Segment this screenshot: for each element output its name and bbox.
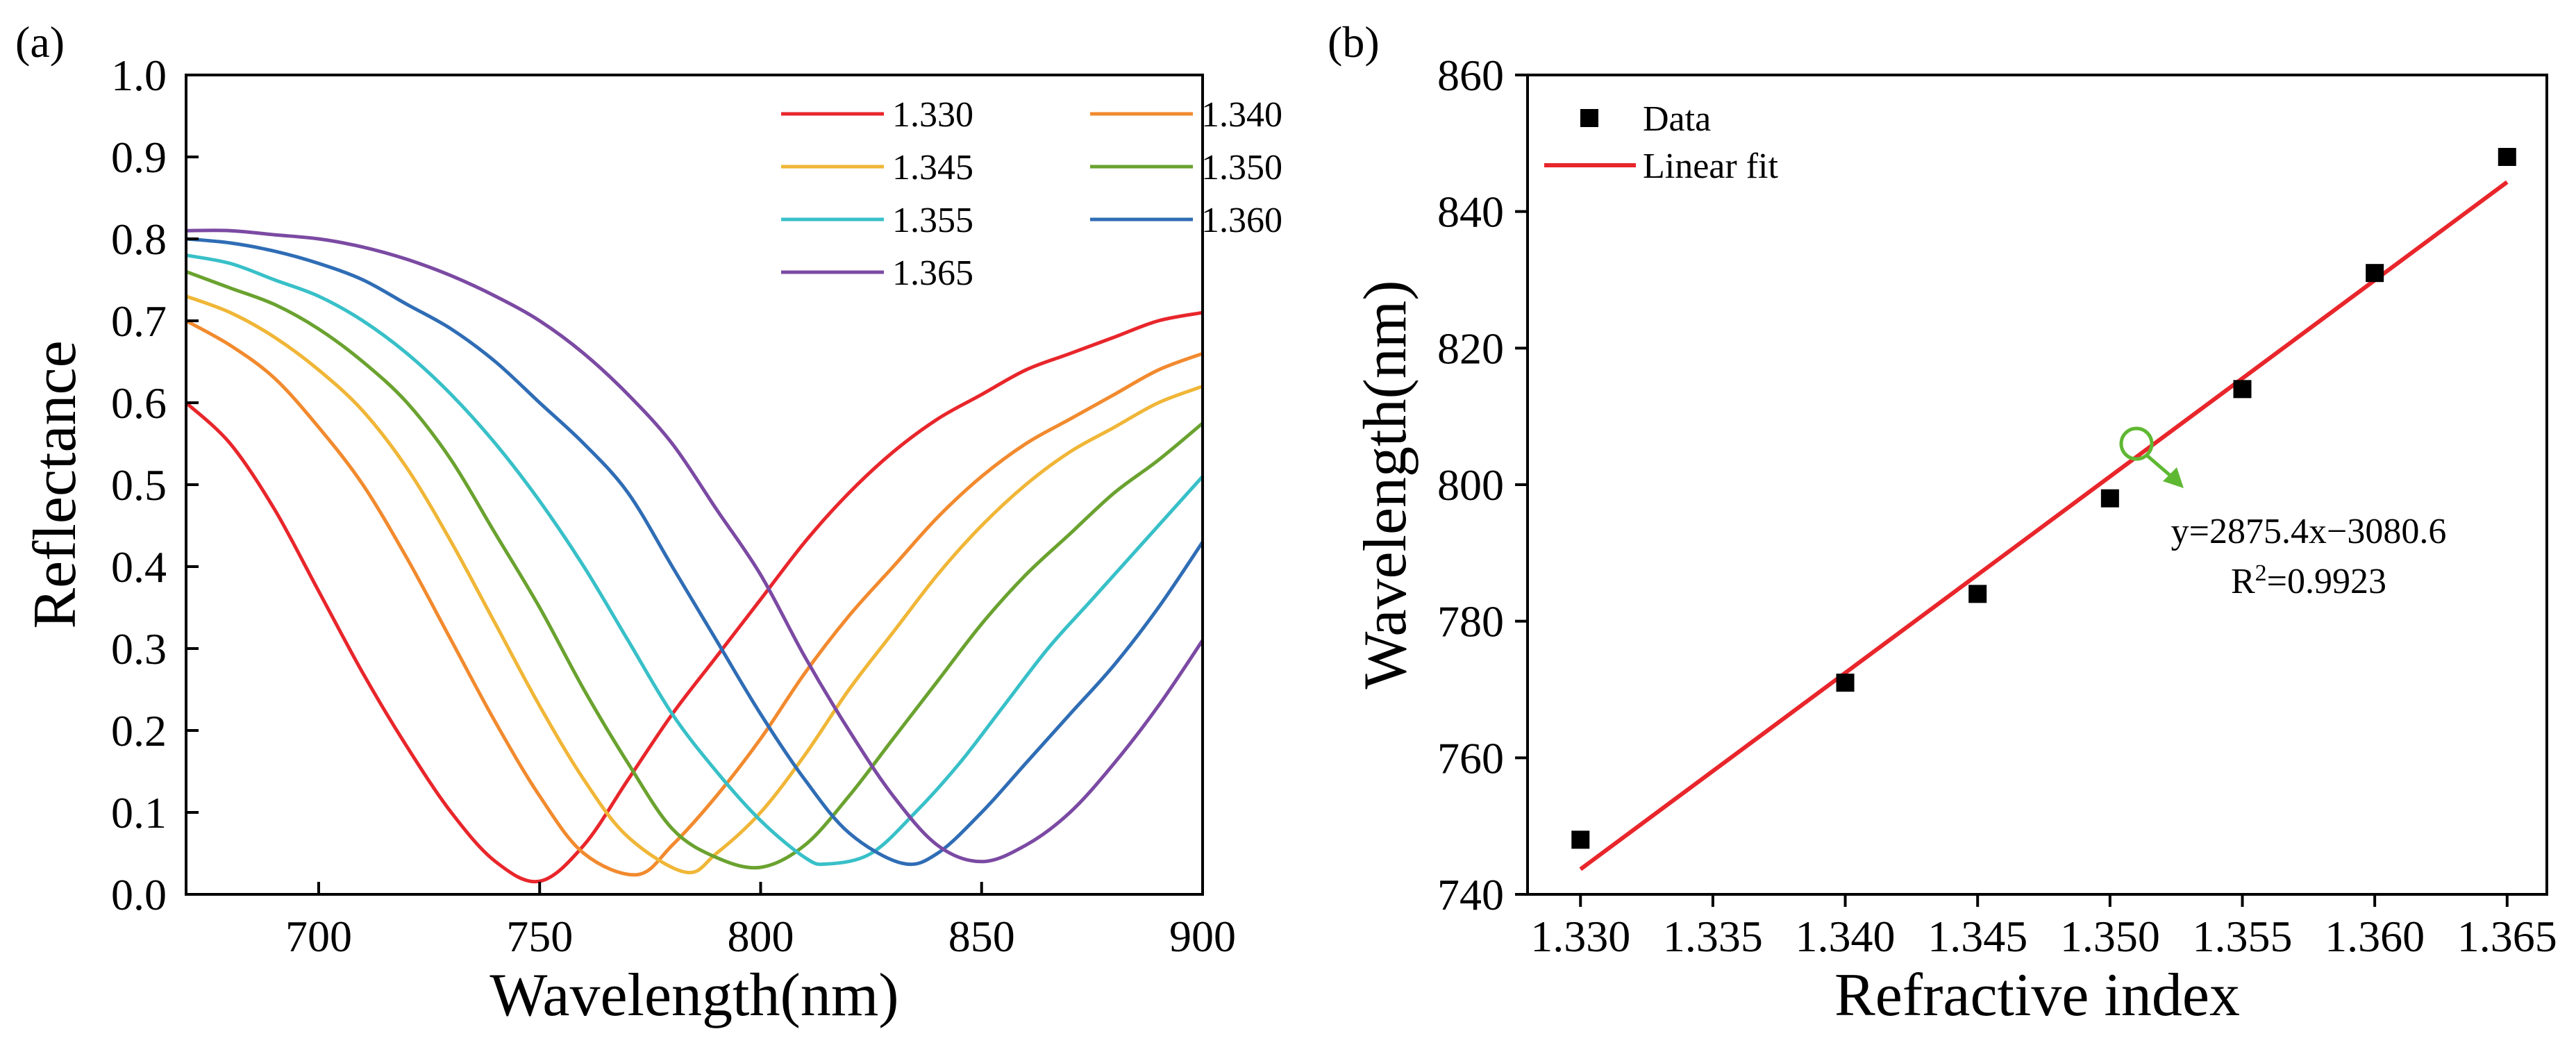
x-tick-label: 900 [1169, 912, 1236, 961]
panel-a-plot-frame [185, 74, 1204, 896]
panel-a-x-axis-title: Wavelength(nm) [490, 962, 898, 1029]
panel-a-y-axis-title: Reflectance [22, 340, 89, 628]
y-tick-label: 0.2 [111, 706, 167, 755]
panel-b-x-ticks: 1.330 1.335 1.340 1.345 1.350 1.355 1.360 1.365 [1530, 894, 2557, 961]
legend-label-1.350: 1.350 [1201, 148, 1282, 187]
y-tick-label: 0.7 [111, 296, 167, 346]
panel-b-linear-fit-line [1579, 180, 2509, 871]
x-tick-label: 1.340 [1796, 912, 1896, 961]
data-point [2366, 264, 2384, 283]
x-tick-label: 1.360 [2325, 912, 2425, 961]
panel-b-legend: Data Linear fit [1544, 99, 1778, 186]
data-point [2498, 148, 2516, 166]
y-tick-label: 760 [1437, 733, 1504, 783]
x-tick-label: 1.330 [1530, 912, 1630, 961]
legend-data-label: Data [1643, 99, 1711, 139]
y-tick-label: 740 [1437, 870, 1504, 919]
panel-b-x-axis-title: Refractive index [1834, 962, 2240, 1029]
series-line-1.340 [185, 319, 1203, 877]
data-point [2100, 489, 2119, 508]
panel-a-y-ticks: 0.0 0.1 0.2 0.3 0.4 0.5 0.6 0.7 0.8 0.9 1.0 [111, 51, 199, 919]
x-tick-label: 700 [285, 912, 352, 961]
y-tick-label: 800 [1437, 460, 1504, 510]
legend-label-1.365: 1.365 [892, 253, 973, 293]
x-tick-label: 1.365 [2457, 912, 2557, 961]
panel-b-plot-frame [1526, 74, 2548, 896]
series-line-1.360 [185, 237, 1205, 867]
x-tick-label: 1.345 [1927, 912, 2027, 961]
y-tick-label: 1.0 [111, 51, 167, 100]
x-tick-label: 850 [948, 912, 1015, 961]
y-tick-label: 0.3 [111, 624, 167, 674]
data-point [2233, 380, 2252, 399]
legend-label-1.330: 1.330 [892, 95, 973, 135]
panel-a-reflectance-chart: (a) 700 750 800 850 900 0.00.10.20.30.40.50.… [15, 17, 1282, 1029]
y-tick-label: 0.1 [111, 788, 167, 837]
x-tick-label: 800 [727, 912, 794, 961]
y-tick-label: 0.9 [111, 133, 167, 182]
x-tick-label: 1.350 [2060, 912, 2160, 961]
fit-r-squared-text: R2=0.9923 [2231, 560, 2386, 602]
panel-b-sensitivity-chart: (b) 1.330 1.335 1.340 1.345 1.350 1.355 1.360 1… [1328, 17, 2557, 1029]
panel-b-data-points [1571, 148, 2516, 849]
panel-b-fit-annotation: y=2875.4x−3080.6 R2=0.9923 [2119, 426, 2447, 602]
x-tick-label: 1.355 [2193, 912, 2293, 961]
y-tick-label: 0.5 [111, 460, 167, 510]
panel-b-y-ticks: 740 760 780 800 820 840 860 [1437, 51, 1528, 919]
y-tick-label: 0.0 [111, 870, 167, 919]
panel-a-label: (a) [15, 17, 65, 67]
legend-fit-label: Linear fit [1643, 147, 1778, 186]
fit-equation-text: y=2875.4x−3080.6 [2171, 512, 2447, 551]
panel-b-label: (b) [1328, 17, 1380, 67]
data-point [1571, 830, 1590, 849]
data-point [1968, 585, 1987, 603]
x-tick-label: 1.335 [1663, 912, 1763, 961]
y-tick-label: 0.6 [111, 378, 167, 428]
legend-label-1.355: 1.355 [892, 201, 973, 240]
legend-label-1.340: 1.340 [1201, 95, 1282, 135]
series-line-1.355 [185, 253, 1204, 867]
x-tick-label: 750 [506, 912, 573, 961]
annotation-marker-circle [2119, 426, 2154, 461]
legend-data-marker [1580, 109, 1598, 127]
annotation-arrow [2145, 453, 2173, 478]
legend-label-1.360: 1.360 [1201, 201, 1282, 240]
series-line-1.365 [185, 228, 1205, 864]
y-tick-label: 820 [1437, 324, 1504, 373]
y-tick-label: 860 [1437, 51, 1504, 100]
panel-a-legend: 1.330 1.340 1.345 1.350 1.355 1.360 1.365 [781, 95, 1282, 293]
series-line-1.345 [185, 294, 1203, 875]
annotation-arrow-head [2162, 467, 2184, 488]
panel-b-y-axis-title: Wavelength(nm) [1352, 280, 1419, 689]
r2-superscript: 2 [2255, 560, 2267, 586]
y-tick-label: 0.8 [111, 215, 167, 264]
y-tick-label: 780 [1437, 597, 1504, 646]
series-line-1.330 [185, 310, 1203, 884]
y-tick-label: 840 [1437, 187, 1504, 237]
panel-a-x-ticks: 700 750 800 850 900 [285, 882, 1236, 961]
y-tick-label: 0.4 [111, 542, 167, 592]
r2-value: =0.9923 [2267, 562, 2386, 601]
panel-a-series-group [185, 228, 1205, 884]
r2-prefix: R [2231, 562, 2255, 601]
legend-label-1.345: 1.345 [892, 148, 973, 187]
data-point [1836, 674, 1855, 692]
series-line-1.350 [185, 269, 1204, 870]
